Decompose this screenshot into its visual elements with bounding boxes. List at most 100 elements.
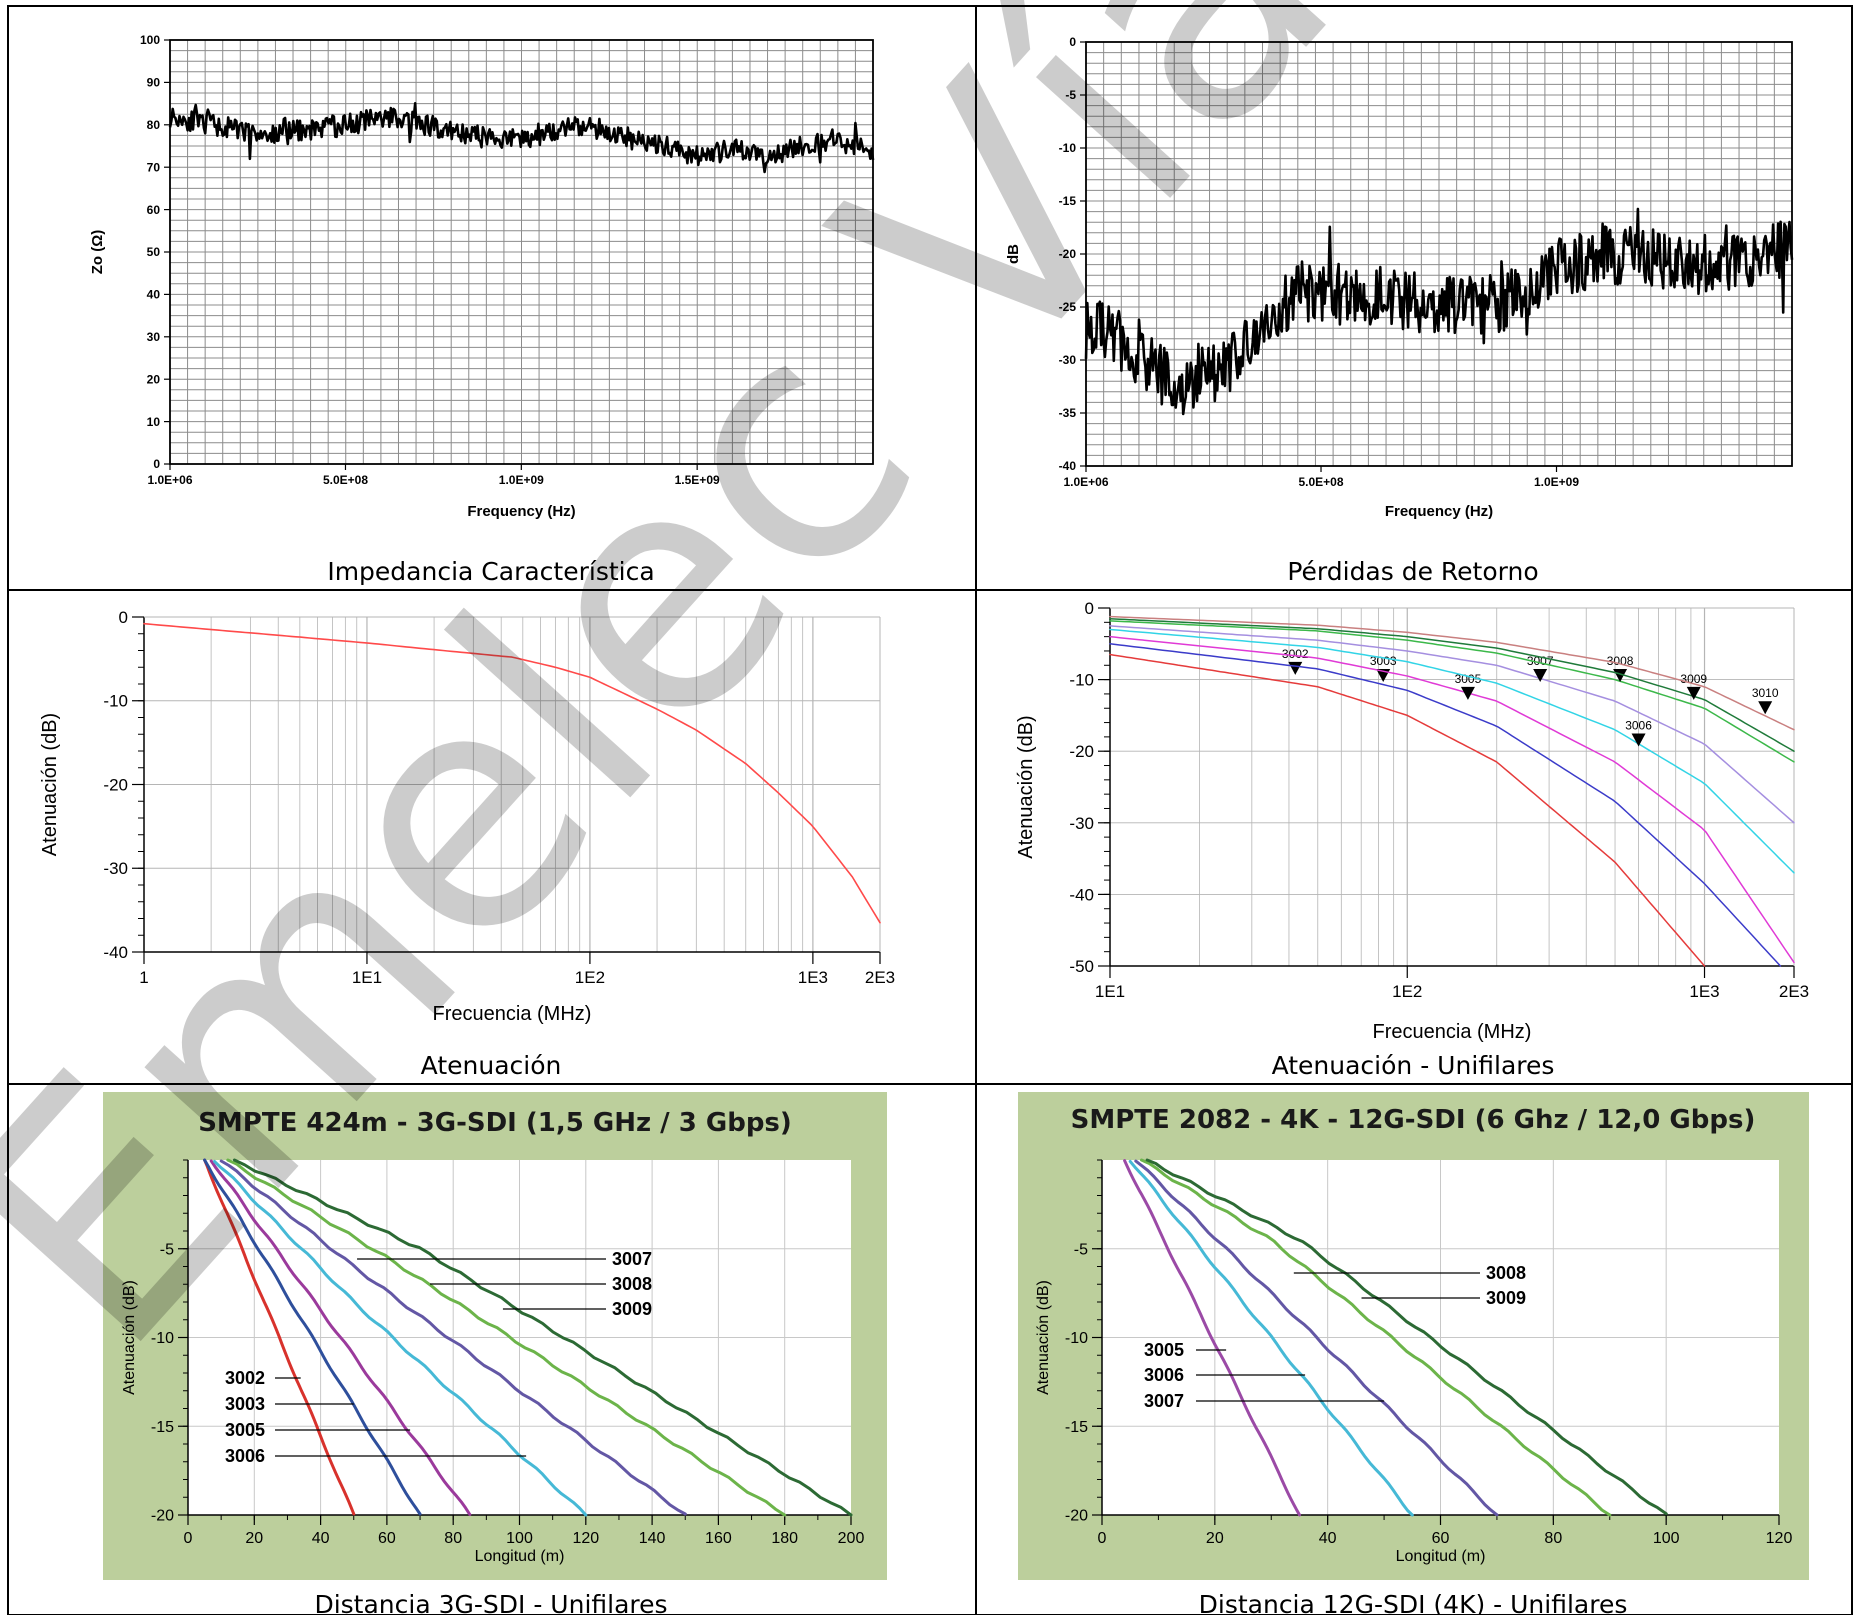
x-tick-label: 0 xyxy=(1098,1530,1107,1547)
y-tick-label: -30 xyxy=(103,859,128,878)
y-tick-label: 40 xyxy=(147,288,161,302)
y-axis-label: Atenuación (dB) xyxy=(1015,715,1037,858)
series-label-3007: 3007 xyxy=(1144,1391,1184,1411)
y-tick-label: -25 xyxy=(1059,300,1077,314)
series-line-3005 xyxy=(1109,635,1795,964)
x-tick-label: 80 xyxy=(1544,1530,1562,1547)
y-tick-label: -20 xyxy=(1065,1508,1088,1525)
x-axis-label: Frequency (Hz) xyxy=(1385,503,1493,520)
y-tick-label: -40 xyxy=(103,943,128,962)
y-tick-label: -10 xyxy=(1069,671,1094,690)
x-tick-label: 40 xyxy=(312,1530,330,1547)
x-tick-label: 40 xyxy=(1319,1530,1337,1547)
x-tick-label: 0 xyxy=(184,1530,193,1547)
series-line-3006 xyxy=(213,1159,588,1517)
y-tick-label: -15 xyxy=(1059,194,1077,208)
y-tick-label: -5 xyxy=(1065,88,1076,102)
series-line-3006 xyxy=(1128,1159,1414,1517)
series-label-3009: 3009 xyxy=(612,1299,652,1319)
gridlines xyxy=(144,617,880,952)
y-tick-label: 50 xyxy=(147,245,161,259)
y-tick-label: -10 xyxy=(1059,141,1077,155)
y-tick-label: -5 xyxy=(160,1241,174,1258)
caption-atenuacion-unifilares: Atenuación - Unifilares xyxy=(1272,1051,1555,1080)
chart-attenuation: 0 -10 -20 -30 -40 1 1E1 1E2 1E3 2E3 Frecuencia (MH… xyxy=(39,608,895,1025)
y-axis-label: Zo (Ω) xyxy=(89,230,106,275)
x-tick-label: 1E3 xyxy=(798,968,828,987)
x-tick-label: 1.0E+09 xyxy=(1534,475,1579,489)
x-tick-label: 1 xyxy=(139,968,148,987)
gridlines xyxy=(1102,1160,1779,1515)
x-tick-label: 160 xyxy=(705,1530,732,1547)
x-tick-label: 200 xyxy=(838,1530,865,1547)
y-tick-label: -10 xyxy=(103,692,128,711)
series-line-3007 xyxy=(1134,1159,1499,1517)
y-axis-label: Atenuación (dB) xyxy=(39,713,61,856)
x-tick-label: 60 xyxy=(378,1530,396,1547)
x-axis-label: Longitud (m) xyxy=(475,1548,565,1565)
marker-3010 xyxy=(1758,701,1773,715)
chart-return-loss: 0 -5 -10 -15 -20 -25 -30 -35 -40 1.0E+06 5.0E+08 1.… xyxy=(1005,35,1794,520)
series-label-3008: 3008 xyxy=(1607,654,1634,668)
series-label-3009: 3009 xyxy=(1486,1288,1526,1308)
y-tick-label: -30 xyxy=(1069,814,1094,833)
series-label-3006: 3006 xyxy=(1144,1365,1184,1385)
x-tick-label: 1E2 xyxy=(1392,982,1422,1001)
x-tick-label: 100 xyxy=(1653,1530,1680,1547)
y-tick-label: -20 xyxy=(1059,247,1077,261)
chart-title: SMPTE 2082 - 4K - 12G-SDI (6 Ghz / 12,0 … xyxy=(1071,1105,1756,1135)
x-tick-label: 2E3 xyxy=(865,968,895,987)
series-label-3006: 3006 xyxy=(225,1446,265,1466)
x-axis-label: Longitud (m) xyxy=(1396,1548,1486,1565)
page-borders xyxy=(7,5,1853,1615)
y-tick-label: 10 xyxy=(147,415,161,429)
gridlines xyxy=(1110,608,1794,966)
y-axis-label: Atenuación (dB) xyxy=(121,1280,138,1395)
y-tick-label: -20 xyxy=(103,775,128,794)
x-tick-label: 1E1 xyxy=(1095,982,1125,1001)
caption-impedancia: Impedancia Característica xyxy=(327,557,654,586)
x-tick-label: 5.0E+08 xyxy=(323,473,368,487)
chart-impedance: 0 10 20 30 40 50 60 70 80 90 100 1.0E+06 5.0E+08 1.0E… xyxy=(89,33,875,520)
y-tick-label: -50 xyxy=(1069,957,1094,976)
series-line xyxy=(168,102,875,174)
series-label-3002: 3002 xyxy=(225,1368,265,1388)
y-tick-label: -5 xyxy=(1074,1241,1088,1258)
series-line-3009 xyxy=(1109,617,1795,752)
marker-3005 xyxy=(1460,686,1475,700)
series-line-attenuation xyxy=(143,622,881,924)
x-tick-label: 1.5E+09 xyxy=(675,473,720,487)
page-frame xyxy=(7,5,1853,1615)
y-tick-label: -15 xyxy=(151,1419,174,1436)
x-axis-label: Frecuencia (MHz) xyxy=(433,1003,592,1025)
series-line-3006 xyxy=(1109,628,1795,874)
y-tick-label: 0 xyxy=(153,457,160,471)
y-tick-label: 80 xyxy=(147,118,161,132)
series-line-3007 xyxy=(219,1159,687,1516)
series-line-3002 xyxy=(203,1158,356,1516)
series-line-3008 xyxy=(226,1158,787,1517)
x-tick-label: 5.0E+08 xyxy=(1298,475,1343,489)
gridlines xyxy=(1086,42,1792,466)
gridlines xyxy=(188,1160,851,1515)
y-tick-label: -40 xyxy=(1069,885,1094,904)
y-tick-label: 60 xyxy=(147,203,161,217)
y-tick-label: 90 xyxy=(147,76,161,90)
series-line-3002 xyxy=(1109,653,1706,967)
y-tick-label: -15 xyxy=(1065,1419,1088,1436)
y-tick-label: 0 xyxy=(1069,35,1076,49)
series-line-3003 xyxy=(203,1158,422,1516)
series-line-3009 xyxy=(1145,1158,1668,1516)
caption-distancia-3g: Distancia 3G-SDI - Unifilares xyxy=(314,1590,667,1615)
series-line-3005 xyxy=(1123,1159,1301,1517)
series-line-3010 xyxy=(1109,615,1795,731)
y-tick-label: 0 xyxy=(1085,599,1094,618)
gridlines xyxy=(170,40,873,464)
x-tick-label: 100 xyxy=(506,1530,533,1547)
marker-3009 xyxy=(1686,686,1701,700)
x-tick-label: 80 xyxy=(444,1530,462,1547)
y-tick-label: -20 xyxy=(151,1508,174,1525)
